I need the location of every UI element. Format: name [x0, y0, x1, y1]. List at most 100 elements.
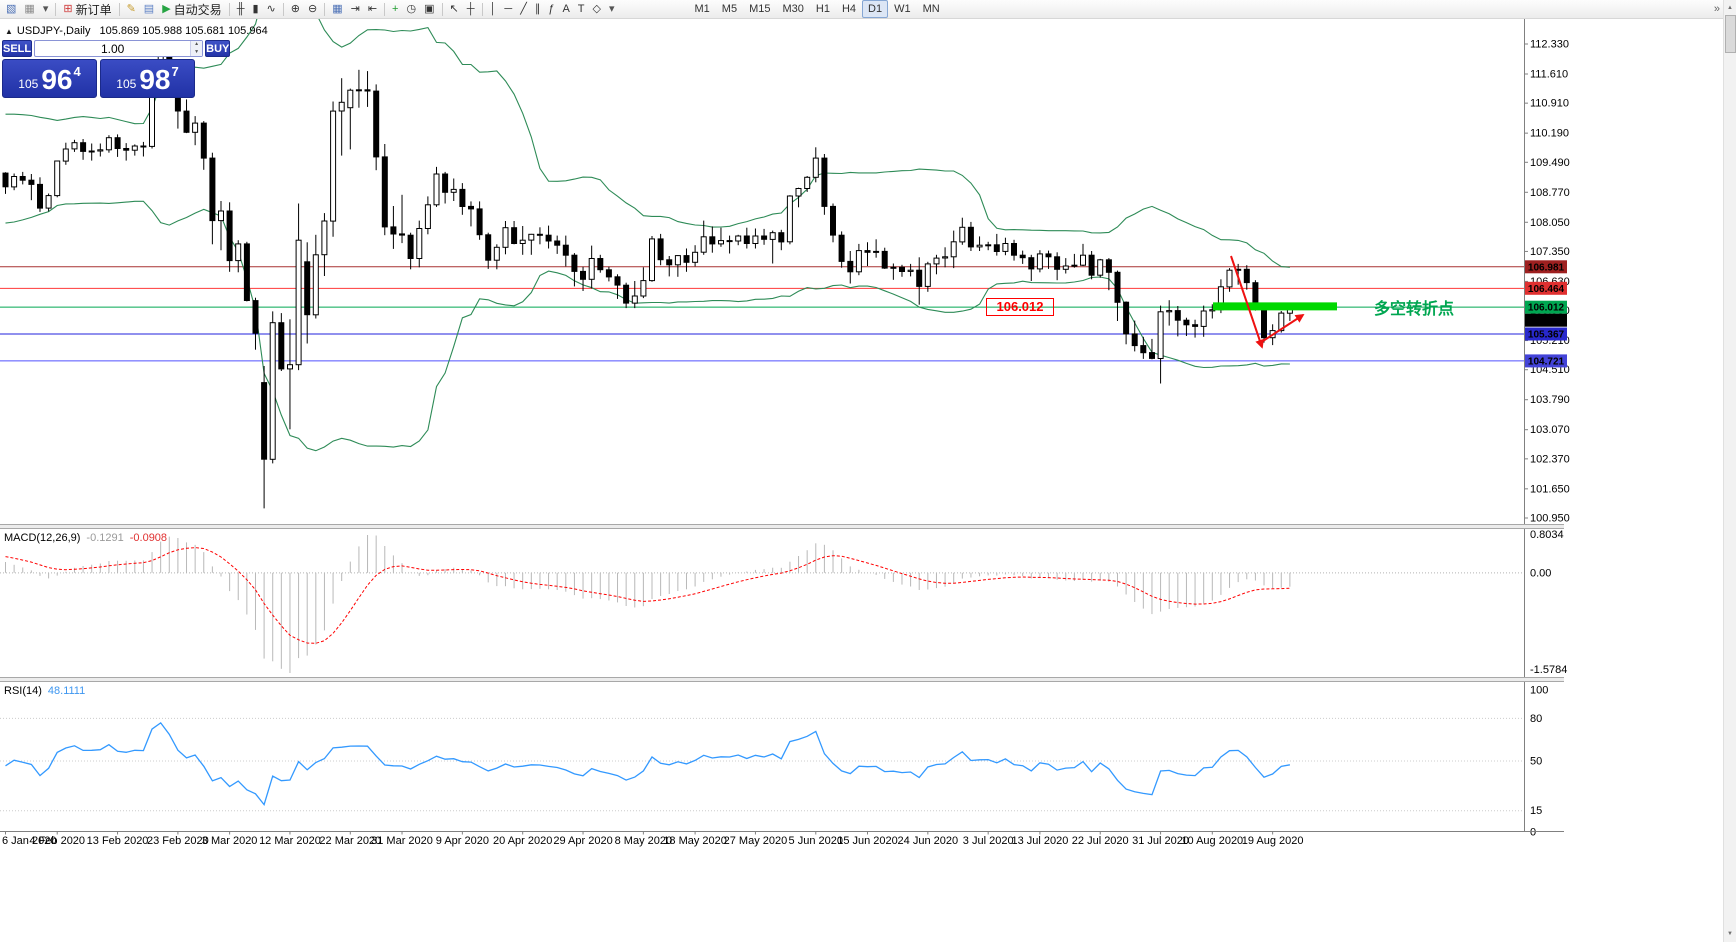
metaeditor-button[interactable]: ✎: [123, 0, 140, 18]
timeframe-m15-button-label: M15: [749, 3, 771, 15]
crosshair-button[interactable]: ┼: [463, 0, 479, 18]
main-price-pane[interactable]: [0, 0, 1524, 509]
indicators-button[interactable]: +: [388, 0, 402, 18]
chart-shift-button[interactable]: ⇤: [364, 0, 381, 18]
one-click-collapse-icon[interactable]: ▲: [5, 27, 13, 36]
timeframe-m30-button[interactable]: M30: [776, 0, 809, 18]
svg-text:107.350: 107.350: [1530, 246, 1570, 258]
buy-button[interactable]: BUY: [205, 40, 231, 57]
candlestick-icon: ▮: [252, 3, 259, 15]
toolbar-separator: [282, 2, 284, 16]
timeframe-h1-button[interactable]: H1: [810, 0, 836, 18]
svg-text:110.190: 110.190: [1530, 128, 1569, 140]
svg-text:5 Jun 2020: 5 Jun 2020: [789, 835, 843, 847]
fibonacci-button[interactable]: ƒ: [544, 0, 558, 18]
timeframe-h1-button-label: H1: [815, 3, 830, 15]
annotation-arrow-2[interactable]: [1262, 314, 1305, 342]
svg-text:112.330: 112.330: [1530, 39, 1569, 51]
svg-text:103.070: 103.070: [1530, 424, 1570, 436]
bar-chart-button[interactable]: ╫: [233, 0, 249, 18]
timeframe-m5-button[interactable]: M5: [716, 0, 743, 18]
periods-button[interactable]: ◷: [402, 0, 420, 18]
rsi-line: [5, 722, 1291, 806]
svg-text:103.790: 103.790: [1530, 394, 1570, 406]
label-icon: T: [577, 3, 585, 15]
cursor-icon: ↖: [449, 3, 459, 15]
trendline-button[interactable]: ╱: [516, 0, 531, 18]
rsi-pane[interactable]: [0, 717, 1524, 812]
equidistant-channel-button[interactable]: ∥: [531, 0, 545, 18]
zoom-out-button[interactable]: ⊖: [304, 0, 321, 18]
bollinger-lower-band: [5, 200, 1290, 452]
pane-separator-macd[interactable]: [0, 524, 1564, 529]
text-button[interactable]: A: [558, 0, 573, 18]
candlestick-chart-button[interactable]: ▮: [248, 0, 262, 18]
volume-box: ▲ ▼: [34, 40, 204, 57]
toolbar-overflow-button[interactable]: »: [1710, 0, 1724, 18]
svg-text:22 Mar 2020: 22 Mar 2020: [319, 835, 381, 847]
timeframe-d1-button[interactable]: D1: [862, 0, 889, 18]
bollinger-upper-band: [5, 18, 1290, 268]
one-click-trading-panel: SELL ▲ ▼ BUY 105 96 4 105 98 7: [2, 40, 231, 98]
new-chart-button[interactable]: ▧: [2, 0, 20, 18]
svg-text:50: 50: [1530, 756, 1542, 768]
svg-text:29 Apr 2020: 29 Apr 2020: [553, 835, 612, 847]
scroll-down-button[interactable]: ▼: [1727, 931, 1733, 937]
profiles-button[interactable]: ▦: [20, 0, 38, 18]
timeframe-mn-button[interactable]: MN: [917, 0, 946, 18]
new-order-icon: ⊞: [63, 3, 73, 15]
price-tag-106.981: [1525, 260, 1567, 274]
profiles-dropdown[interactable]: ▾: [39, 0, 53, 18]
timeframe-m15-button[interactable]: M15: [743, 0, 776, 18]
volume-up-button[interactable]: ▲: [191, 41, 203, 49]
macd-signal-line: [5, 547, 1290, 644]
pane-separator-rsi[interactable]: [0, 677, 1564, 682]
vertical-scrollbar[interactable]: ▲ ▼: [1723, 0, 1736, 942]
terminal-button[interactable]: ▤: [140, 0, 158, 18]
svg-text:20 Apr 2020: 20 Apr 2020: [493, 835, 552, 847]
vertical-line-icon: │: [489, 3, 497, 15]
sell-price-sup: 4: [73, 64, 81, 79]
svg-text:15 Jun 2020: 15 Jun 2020: [837, 835, 898, 847]
price-annotation-label[interactable]: 106.012: [986, 298, 1054, 316]
line-chart-button[interactable]: ∿: [263, 0, 280, 18]
scroll-up-button[interactable]: ▲: [1727, 5, 1733, 11]
svg-text:3 Jul 2020: 3 Jul 2020: [963, 835, 1014, 847]
arrows-button[interactable]: ◇: [589, 0, 605, 18]
cursor-button[interactable]: ↖: [446, 0, 463, 18]
scrollbar-thumb[interactable]: [1725, 15, 1736, 53]
horizontal-line-button[interactable]: ─: [500, 0, 516, 18]
arrows-dropdown[interactable]: ▾: [605, 0, 619, 18]
price-tag-106.012: [1525, 300, 1567, 314]
timeframe-h4-button[interactable]: H4: [836, 0, 862, 18]
channel-icon: ∥: [534, 3, 541, 15]
buy-price-button[interactable]: 105 98 7: [100, 59, 195, 98]
text-icon: A: [562, 3, 570, 15]
vertical-line-button[interactable]: │: [486, 0, 501, 18]
price-axis[interactable]: 112.330 111.610 110.910 110.190 109.490 108.7…: [1524, 18, 1570, 839]
sell-button[interactable]: SELL: [2, 40, 33, 57]
new-order-button[interactable]: ⊞ 新订单: [59, 0, 115, 18]
autotrading-play-icon: ▶: [162, 3, 171, 15]
sell-price-button[interactable]: 105 96 4: [2, 59, 97, 98]
auto-scroll-button[interactable]: ⇥: [347, 0, 364, 18]
tile-windows-button[interactable]: ▦: [328, 0, 346, 18]
annotation-arrow-1[interactable]: [1230, 255, 1264, 349]
turning-point-annotation[interactable]: 多空转折点: [1374, 301, 1455, 318]
svg-text:108.050: 108.050: [1530, 217, 1570, 229]
volume-input[interactable]: [35, 41, 191, 56]
text-label-button[interactable]: T: [574, 0, 589, 18]
autotrading-button[interactable]: ▶ 自动交易: [158, 0, 225, 18]
toolbar-separator: [441, 2, 443, 16]
timeframe-w1-button[interactable]: W1: [888, 0, 917, 18]
timeframe-m1-button[interactable]: M1: [689, 0, 716, 18]
zoom-in-button[interactable]: ⊕: [287, 0, 304, 18]
volume-down-button[interactable]: ▼: [191, 48, 203, 56]
svg-text:111.610: 111.610: [1530, 68, 1568, 80]
svg-text:0.8034: 0.8034: [1530, 529, 1564, 541]
templates-button[interactable]: ▣: [420, 0, 438, 18]
macd-pane[interactable]: [0, 535, 1524, 673]
main-toolbar: ▧ ▦ ▾ ⊞ 新订单 ✎ ▤ ▶ 自动交易 ╫ ▮ ∿ ⊕ ⊖ ▦ ⇥ ⇤ + ◷ ▣ ↖ ┼ │ ─ ╱ ∥ ƒ A T ◇ ▾ M1 M5…: [0, 0, 1726, 19]
